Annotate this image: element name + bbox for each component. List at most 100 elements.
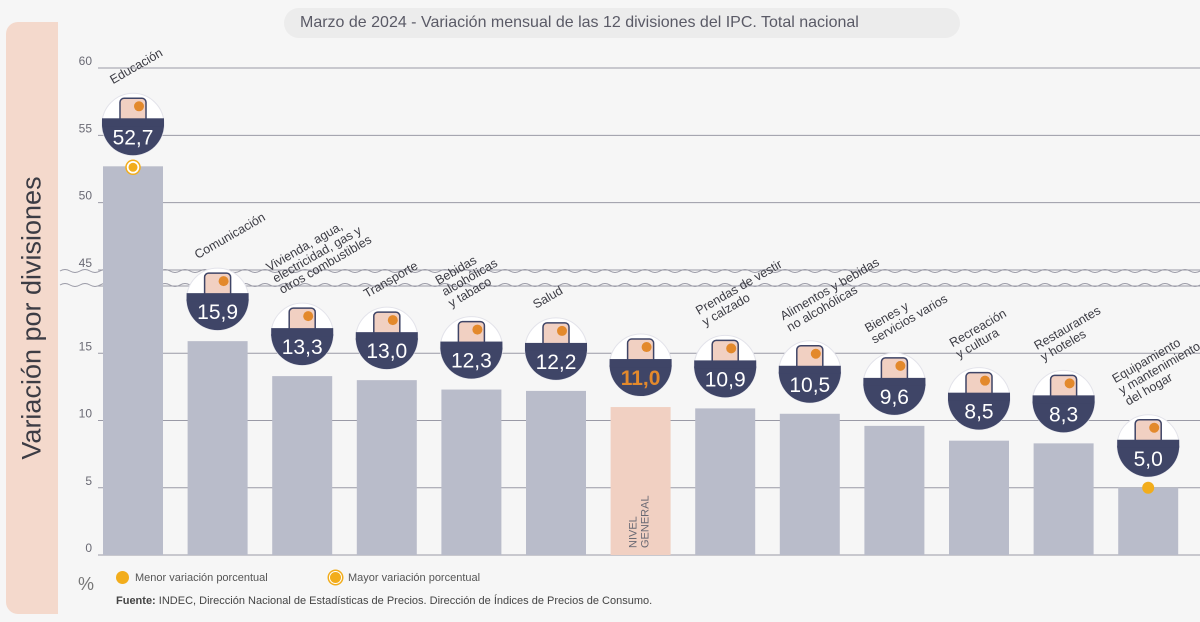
axis-side-panel — [6, 22, 58, 614]
source-note: Fuente: INDEC, Dirección Nacional de Est… — [116, 595, 652, 607]
max-dot-icon — [329, 571, 342, 584]
value-label: 5,0 — [1134, 448, 1163, 471]
value-badge — [271, 334, 334, 366]
value-label: 10,5 — [789, 374, 830, 397]
general-bar-label-line: NIVEL — [628, 516, 640, 548]
icon-accent — [472, 324, 483, 335]
value-badge — [694, 366, 757, 398]
general-bar-label: NIVEL GENERAL — [628, 495, 652, 548]
value-badge — [863, 383, 926, 415]
icon-accent — [557, 325, 567, 336]
bar — [187, 341, 248, 555]
source-label: Fuente: — [116, 595, 156, 607]
value-badge — [102, 124, 164, 156]
value-badge-band — [525, 342, 587, 351]
axis-break-wave-bottom — [59, 283, 1200, 287]
category-label-line: Educación — [108, 46, 166, 87]
icon-accent — [303, 311, 314, 322]
title-separator: - — [406, 14, 421, 31]
value-label: 12,2 — [536, 351, 577, 374]
bar — [272, 376, 333, 555]
value-label: 12,3 — [451, 350, 492, 373]
value-badge — [186, 299, 249, 331]
bar — [864, 425, 925, 555]
value-badge — [1032, 401, 1095, 433]
book-icon — [119, 97, 147, 126]
title-date: Marzo de 2024 — [300, 14, 407, 31]
clothes-icon — [711, 339, 739, 368]
value-badge — [609, 365, 672, 397]
value-label: 8,5 — [964, 401, 993, 424]
value-badge — [948, 398, 1010, 430]
bar — [1033, 443, 1094, 555]
value-badge-band — [1117, 439, 1180, 448]
chart-title: Marzo de 2024 - Variación mensual de las… — [300, 14, 859, 32]
value-label: 8,3 — [1049, 403, 1078, 426]
value-badge-band — [1032, 395, 1095, 404]
icon-accent — [980, 375, 990, 386]
bar — [103, 166, 163, 555]
axis-break-band — [60, 271, 1200, 285]
value-label: 10,9 — [705, 368, 746, 391]
value-badge-band — [609, 359, 672, 368]
icon-accent — [641, 342, 652, 353]
value-label: 9,6 — [880, 386, 909, 409]
legend-min: Menor variación porcentual — [116, 571, 268, 584]
category-label: Salud — [531, 283, 566, 311]
category-label-line: Salud — [531, 283, 566, 311]
category-label-line: Comunicación — [192, 210, 268, 262]
title-pill — [284, 8, 960, 38]
category-label: Comunicación — [192, 210, 268, 262]
value-label: 13,0 — [366, 340, 407, 363]
icon-accent — [895, 360, 906, 371]
value-badge-band — [694, 360, 757, 369]
bar — [356, 380, 417, 555]
legend-max-label: Mayor variación porcentual — [348, 571, 481, 584]
icon-accent — [134, 101, 144, 112]
category-label: Educación — [108, 46, 166, 87]
value-badge — [778, 371, 841, 403]
value-badge — [1117, 445, 1180, 477]
max-marker-dot — [128, 162, 138, 172]
value-label: 15,9 — [197, 301, 238, 324]
value-badge — [355, 338, 418, 370]
source-text: INDEC, Dirección Nacional de Estadística… — [155, 595, 653, 607]
value-badge-band — [863, 377, 926, 386]
bar — [779, 413, 840, 555]
y-tick-label: 5 — [85, 474, 92, 488]
value-label: 13,3 — [282, 336, 323, 359]
icon-accent — [387, 315, 398, 326]
unit-label: % — [78, 574, 95, 594]
value-badge-band — [102, 118, 164, 127]
axis-break-wave-top — [59, 269, 1200, 273]
bar — [695, 408, 756, 555]
y-tick-label: 50 — [79, 189, 93, 203]
value-badge-band — [186, 293, 249, 302]
min-dot-icon — [116, 571, 129, 584]
value-label: 11,0 — [621, 367, 661, 390]
category-label-line: Alimentos y bebidas — [778, 255, 882, 323]
value-badge-band — [440, 341, 503, 350]
lightbulb-icon — [288, 307, 316, 335]
cutlery-icon — [1049, 374, 1078, 403]
value-badge-band — [778, 365, 841, 374]
value-badge-band — [948, 392, 1010, 401]
y-tick-label: 10 — [79, 407, 93, 421]
min-marker-dot — [1142, 481, 1155, 494]
icon-accent — [810, 348, 821, 359]
icon-accent — [218, 276, 229, 287]
icon-accent — [1064, 378, 1075, 389]
icon-accent — [1149, 422, 1160, 433]
y-tick-label: 60 — [79, 54, 93, 68]
bar — [526, 390, 586, 555]
title-description: Variación mensual de las 12 divisiones d… — [420, 14, 859, 31]
legend-max: Mayor variación porcentual — [329, 571, 480, 584]
value-label: 52,7 — [113, 126, 154, 149]
value-badge — [525, 348, 587, 380]
bar — [949, 440, 1009, 555]
